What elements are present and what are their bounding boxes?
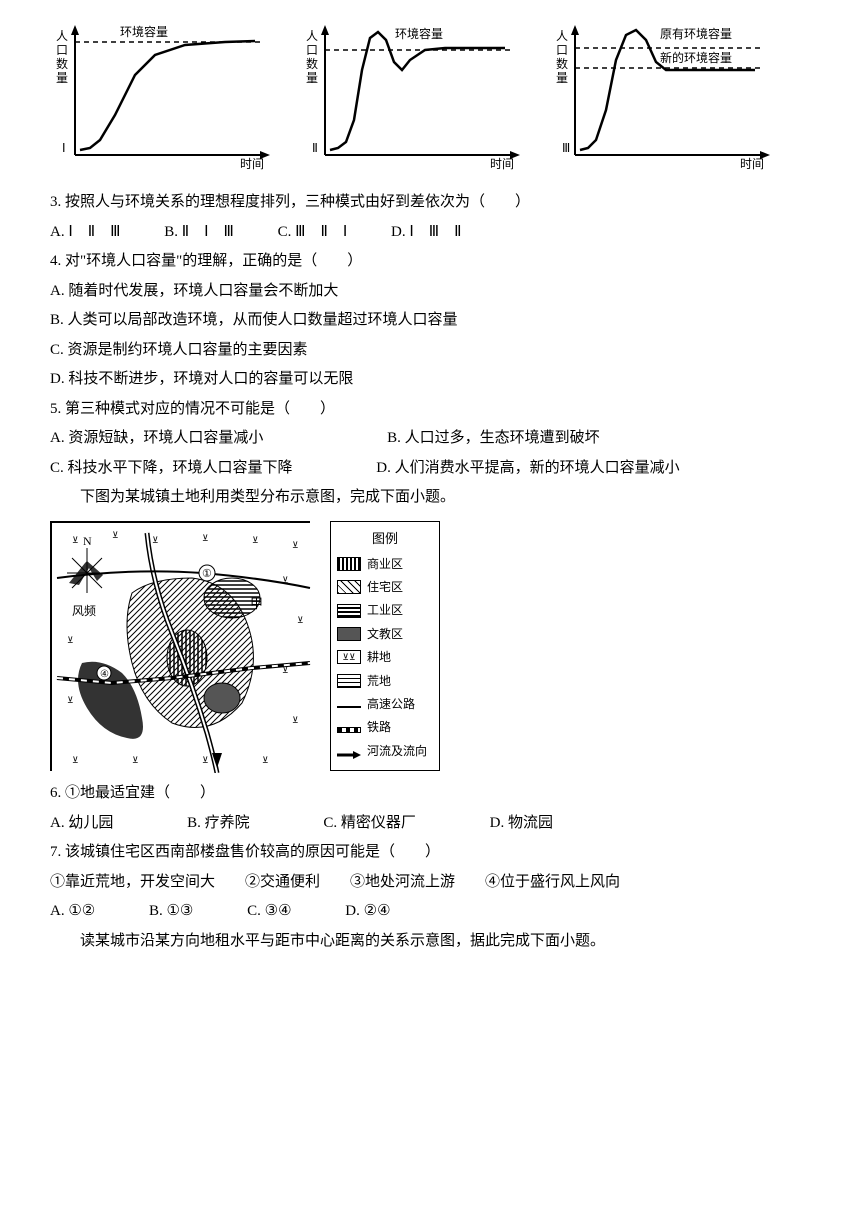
legend-item-4: ⊻⊻ 耕地 (337, 647, 433, 667)
legend-box: 图例 商业区 住宅区 工业区 文教区 ⊻⊻ 耕地 荒地 高速公路 (330, 521, 440, 772)
q6-text: 6. ①地最适宜建（ ） (50, 781, 810, 807)
svg-text:⊻: ⊻ (72, 755, 79, 765)
q4-optC: C. 资源是制约环境人口容量的主要因素 (50, 338, 810, 364)
q3-optD: D. Ⅰ Ⅲ Ⅱ (391, 220, 461, 246)
chart2-xlabel: 时间 (490, 157, 514, 170)
svg-text:量: 量 (556, 71, 568, 85)
q3-optC: C. Ⅲ Ⅱ Ⅰ (278, 220, 348, 246)
chart3-legend2: 新的环境容量 (660, 50, 732, 65)
svg-text:量: 量 (56, 71, 68, 85)
chart3-legend1: 原有环境容量 (660, 26, 732, 41)
q3-options: A. Ⅰ Ⅱ Ⅲ B. Ⅱ Ⅰ Ⅲ C. Ⅲ Ⅱ Ⅰ D. Ⅰ Ⅲ Ⅱ (50, 220, 810, 246)
chart-3: 人 口 数 量 原有环境容量 新的环境容量 时间 Ⅲ (550, 20, 780, 170)
svg-text:⊻: ⊻ (132, 755, 139, 765)
map-image: ⊻ ⊻⊻⊻⊻⊻⊻ ⊻⊻⊻⊻ ⊻⊻⊻⊻ ⊻⊻ N 风频 (50, 521, 310, 771)
svg-text:⊻: ⊻ (202, 755, 209, 765)
legend-title: 图例 (337, 528, 433, 550)
chart3-panel: Ⅲ (562, 141, 570, 155)
q4-optA: A. 随着时代发展，环境人口容量会不断加大 (50, 279, 810, 305)
svg-text:口: 口 (556, 43, 568, 57)
svg-text:④: ④ (100, 669, 109, 680)
svg-text:⊻: ⊻ (67, 635, 74, 645)
chart1-panel: Ⅰ (62, 141, 66, 155)
q5-optD: D. 人们消费水平提高，新的环境人口容量减小 (376, 456, 679, 482)
chart-1: 人 口 数 量 环境容量 时间 Ⅰ (50, 20, 280, 170)
legend-item-0: 商业区 (337, 554, 433, 574)
svg-text:数: 数 (306, 56, 318, 71)
legend-item-2: 工业区 (337, 600, 433, 620)
svg-text:⊻: ⊻ (152, 535, 159, 545)
chart1-ylabel-1: 人 (56, 29, 68, 43)
legend-item-7: 铁路 (337, 717, 433, 737)
chart3-xlabel: 时间 (740, 157, 764, 170)
svg-text:人: 人 (556, 29, 568, 43)
q4-optD: D. 科技不断进步，环境对人口的容量可以无限 (50, 367, 810, 393)
q5-row2: C. 科技水平下降，环境人口容量下降 D. 人们消费水平提高，新的环境人口容量减… (50, 456, 810, 482)
svg-text:⊻: ⊻ (292, 715, 299, 725)
svg-text:⊻: ⊻ (292, 540, 299, 550)
svg-text:⊻: ⊻ (252, 535, 259, 545)
intro2: 读某城市沿某方向地租水平与距市中心距离的关系示意图，据此完成下面小题。 (50, 929, 810, 955)
q7-optC: C. ③④ (247, 899, 291, 925)
q4-optB: B. 人类可以局部改造环境，从而使人口数量超过环境人口容量 (50, 308, 810, 334)
intro1: 下图为某城镇土地利用类型分布示意图，完成下面小题。 (50, 485, 810, 511)
legend-item-3: 文教区 (337, 624, 433, 644)
q6-optD: D. 物流园 (490, 811, 553, 837)
svg-text:⊻: ⊻ (112, 530, 119, 540)
charts-row: 人 口 数 量 环境容量 时间 Ⅰ 人 口 数 量 环境容量 时间 Ⅱ (50, 20, 810, 170)
chart1-legend: 环境容量 (120, 24, 168, 39)
legend-item-5: 荒地 (337, 671, 433, 691)
q3-optA: A. Ⅰ Ⅱ Ⅲ (50, 220, 120, 246)
q7-text: 7. 该城镇住宅区西南部楼盘售价较高的原因可能是（ ） (50, 840, 810, 866)
svg-text:⊻: ⊻ (72, 535, 79, 545)
wind-label: 风频 (72, 604, 96, 618)
q5-row1: A. 资源短缺，环境人口容量减小 B. 人口过多，生态环境遭到破坏 (50, 426, 810, 452)
q7-optD: D. ②④ (345, 899, 390, 925)
svg-text:口: 口 (56, 43, 68, 57)
marker-1: ① (202, 568, 212, 580)
q6-optC: C. 精密仪器厂 (323, 811, 416, 837)
svg-text:⊻: ⊻ (262, 755, 269, 765)
svg-text:口: 口 (306, 43, 318, 57)
chart2-panel: Ⅱ (312, 141, 318, 155)
q5-text: 5. 第三种模式对应的情况不可能是（ ） (50, 397, 810, 423)
q7-opts-line: ①靠近荒地，开发空间大 ②交通便利 ③地处河流上游 ④位于盛行风上风向 (50, 870, 810, 896)
svg-text:⊻: ⊻ (67, 695, 74, 705)
q3-text: 3. 按照人与环境关系的理想程度排列，三种模式由好到差依次为（ ） (50, 190, 810, 216)
q7-optA: A. ①② (50, 899, 95, 925)
chart-2: 人 口 数 量 环境容量 时间 Ⅱ (300, 20, 530, 170)
q3-optB: B. Ⅱ Ⅰ Ⅲ (164, 220, 234, 246)
legend-item-6: 高速公路 (337, 694, 433, 714)
chart1-xlabel: 时间 (240, 157, 264, 170)
marker-jia: 甲 (250, 596, 263, 611)
q5-optB: B. 人口过多，生态环境遭到破坏 (387, 426, 600, 452)
q6-optB: B. 疗养院 (187, 811, 250, 837)
legend-item-8: 河流及流向 (337, 741, 433, 761)
q5-optA: A. 资源短缺，环境人口容量减小 (50, 426, 263, 452)
svg-text:数: 数 (556, 56, 568, 71)
q4-text: 4. 对"环境人口容量"的理解，正确的是（ ） (50, 249, 810, 275)
legend-item-1: 住宅区 (337, 577, 433, 597)
svg-text:人: 人 (306, 29, 318, 43)
svg-text:量: 量 (306, 71, 318, 85)
svg-text:⊻: ⊻ (202, 533, 209, 543)
q6-options: A. 幼儿园 B. 疗养院 C. 精密仪器厂 D. 物流园 (50, 811, 810, 837)
q5-optC: C. 科技水平下降，环境人口容量下降 (50, 456, 293, 482)
q7-optB: B. ①③ (149, 899, 193, 925)
svg-text:⊻: ⊻ (297, 615, 304, 625)
svg-text:数: 数 (56, 56, 68, 71)
map-section: ⊻ ⊻⊻⊻⊻⊻⊻ ⊻⊻⊻⊻ ⊻⊻⊻⊻ ⊻⊻ N 风频 (50, 521, 810, 772)
q6-optA: A. 幼儿园 (50, 811, 113, 837)
north-label: N (83, 534, 92, 548)
q7-options: A. ①② B. ①③ C. ③④ D. ②④ (50, 899, 810, 925)
chart2-legend: 环境容量 (395, 26, 443, 41)
